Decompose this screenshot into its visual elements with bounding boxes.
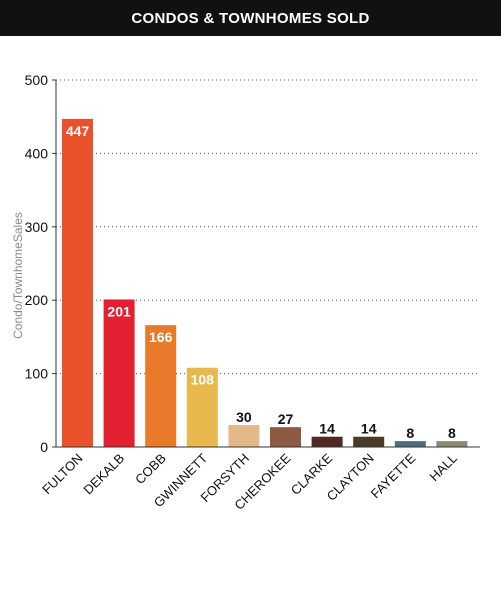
y-axis-label: Condo/TownhomeSales (11, 212, 25, 339)
data-label: 8 (406, 425, 414, 441)
bar-cherokee (270, 427, 301, 447)
bar-fulton (62, 119, 93, 447)
bar-forsyth (228, 425, 259, 447)
y-tick-label: 100 (25, 366, 49, 382)
x-tick-label: FAYETTE (368, 450, 419, 501)
y-tick-label: 0 (40, 439, 48, 455)
data-label: 30 (236, 409, 252, 425)
bar-clarke (312, 437, 343, 447)
y-tick-label: 400 (25, 145, 49, 161)
data-label: 14 (319, 421, 335, 437)
y-axis-ticks: 0 100 200 300 400 500 (25, 72, 56, 455)
bar-dekalb (104, 299, 135, 447)
bar-clayton (353, 437, 384, 447)
y-tick-label: 200 (25, 292, 49, 308)
x-tick-label: FULTON (39, 451, 86, 498)
x-tick-label: COBB (132, 451, 169, 488)
y-tick-label: 300 (25, 219, 49, 235)
data-label: 201 (107, 303, 131, 319)
bar-hall (436, 441, 467, 447)
x-tick-label: DEKALB (80, 451, 127, 498)
data-label: 8 (448, 425, 456, 441)
bars: 447 201 166 108 30 27 14 14 8 8 (62, 119, 467, 447)
chart-title: CONDOS & TOWNHOMES SOLD (0, 0, 501, 36)
data-label: 108 (191, 372, 215, 388)
x-tick-label: HALL (426, 451, 460, 485)
data-label: 166 (149, 329, 173, 345)
y-tick-label: 500 (25, 72, 49, 88)
bar-fayette (395, 441, 426, 447)
data-label: 27 (278, 411, 294, 427)
data-label: 447 (66, 123, 90, 139)
data-label: 14 (361, 421, 377, 437)
